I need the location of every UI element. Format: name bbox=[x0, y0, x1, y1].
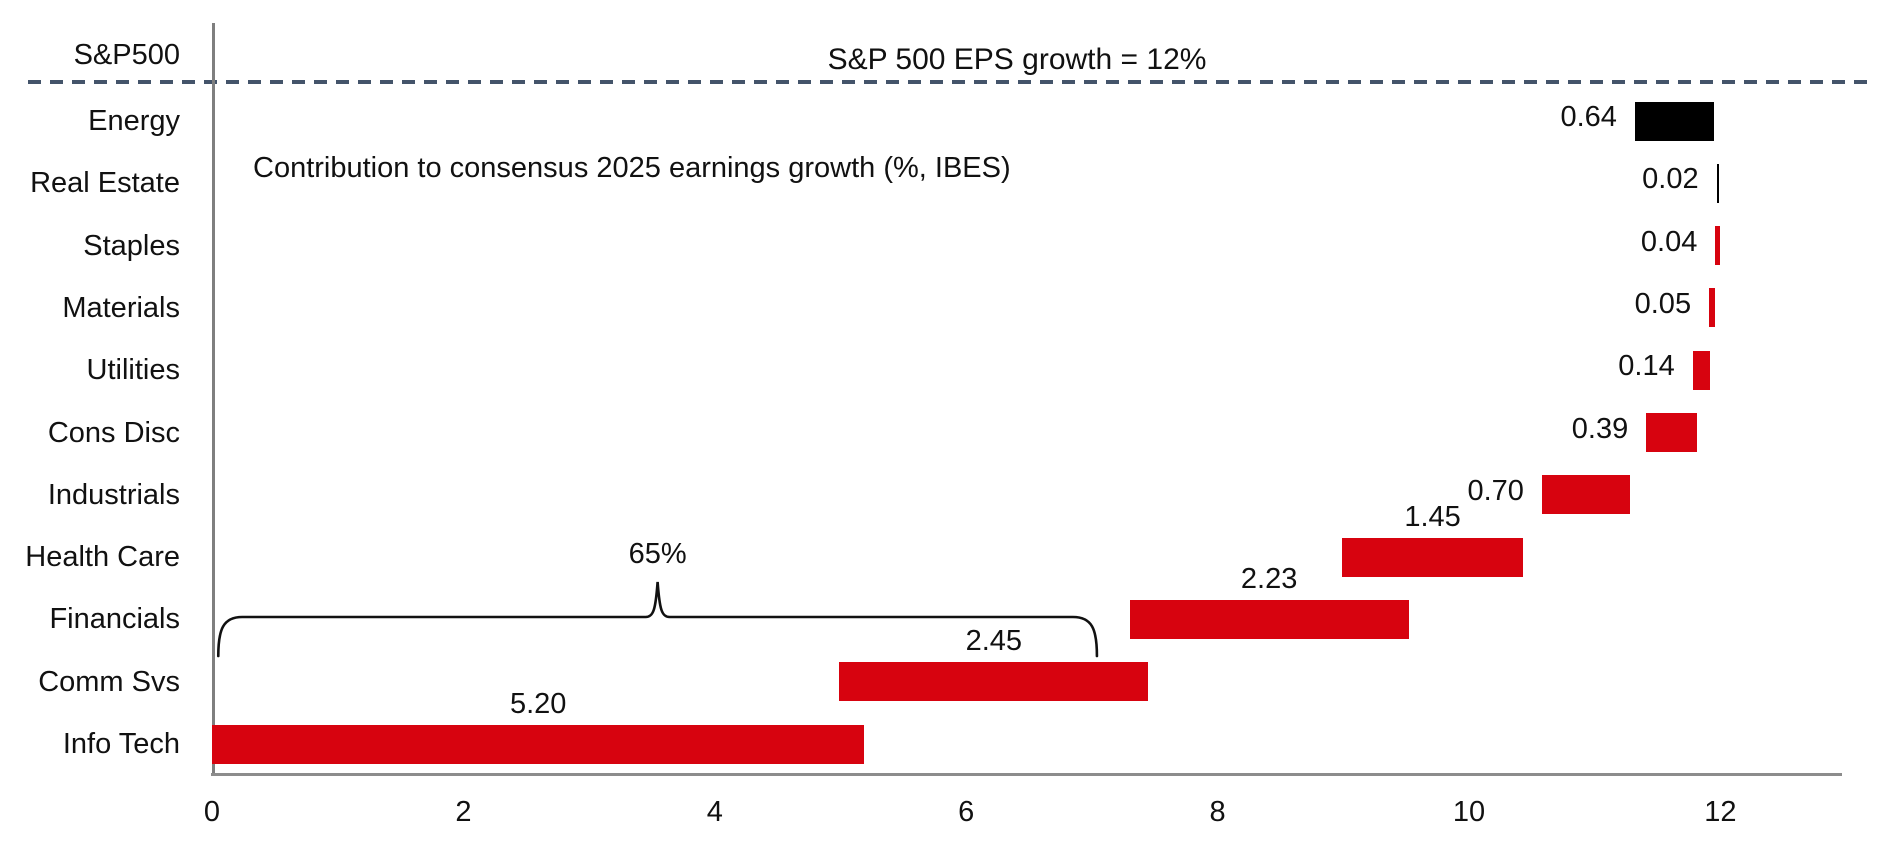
category-label-materials: Materials bbox=[62, 291, 180, 324]
value-label-comm-svs: 2.45 bbox=[965, 625, 1023, 658]
bracket-label: 65% bbox=[628, 538, 687, 570]
bar-real-estate bbox=[1716, 163, 1720, 203]
value-label-cons-disc: 0.39 bbox=[1571, 412, 1629, 445]
category-label-real-estate: Real Estate bbox=[30, 167, 180, 200]
category-label-staples: Staples bbox=[83, 229, 180, 262]
bar-info-tech bbox=[212, 724, 865, 764]
x-tick-4: 4 bbox=[706, 796, 723, 828]
x-tick-8: 8 bbox=[1209, 796, 1226, 828]
category-label-utilities: Utilities bbox=[86, 354, 180, 387]
value-label-financials: 2.23 bbox=[1240, 562, 1298, 595]
reference-line-label: S&P 500 EPS growth = 12% bbox=[827, 43, 1207, 76]
bar-health-care bbox=[1342, 537, 1524, 577]
category-label-industrials: Industrials bbox=[47, 478, 180, 511]
x-tick-0: 0 bbox=[203, 796, 221, 828]
bar-financials bbox=[1129, 599, 1409, 639]
x-tick-6: 6 bbox=[958, 796, 975, 828]
y-axis-line bbox=[212, 23, 215, 776]
value-label-real-estate: 0.02 bbox=[1642, 163, 1699, 196]
category-label-info-tech: Info Tech bbox=[62, 728, 180, 760]
value-label-energy: 0.64 bbox=[1560, 101, 1617, 133]
category-label-cons-disc: Cons Disc bbox=[47, 416, 180, 449]
category-label-sp500: S&P500 bbox=[73, 39, 180, 71]
bar-comm-svs bbox=[839, 662, 1149, 702]
category-label-energy: Energy bbox=[88, 105, 180, 137]
value-label-materials: 0.05 bbox=[1634, 287, 1692, 320]
category-label-health-care: Health Care bbox=[25, 541, 180, 574]
bar-staples bbox=[1715, 226, 1721, 266]
x-tick-2: 2 bbox=[455, 796, 472, 828]
value-label-industrials: 0.70 bbox=[1467, 474, 1524, 507]
bar-materials bbox=[1709, 288, 1716, 328]
x-tick-12: 12 bbox=[1704, 796, 1737, 828]
x-tick-10: 10 bbox=[1452, 796, 1486, 828]
x-axis-line bbox=[211, 773, 1842, 776]
value-label-health-care: 1.45 bbox=[1404, 500, 1461, 533]
bar-energy bbox=[1634, 101, 1715, 141]
value-label-staples: 0.04 bbox=[1640, 225, 1698, 258]
chart-title: Contribution to consensus 2025 earnings … bbox=[253, 152, 1011, 184]
value-label-utilities: 0.14 bbox=[1618, 350, 1675, 383]
target-dashed-line bbox=[28, 80, 1870, 84]
bar-industrials bbox=[1541, 475, 1630, 515]
category-label-financials: Financials bbox=[49, 603, 180, 636]
category-label-comm-svs: Comm Svs bbox=[38, 665, 180, 698]
value-label-info-tech: 5.20 bbox=[509, 687, 567, 720]
bar-cons-disc bbox=[1646, 413, 1697, 452]
bar-utilities bbox=[1692, 350, 1711, 390]
